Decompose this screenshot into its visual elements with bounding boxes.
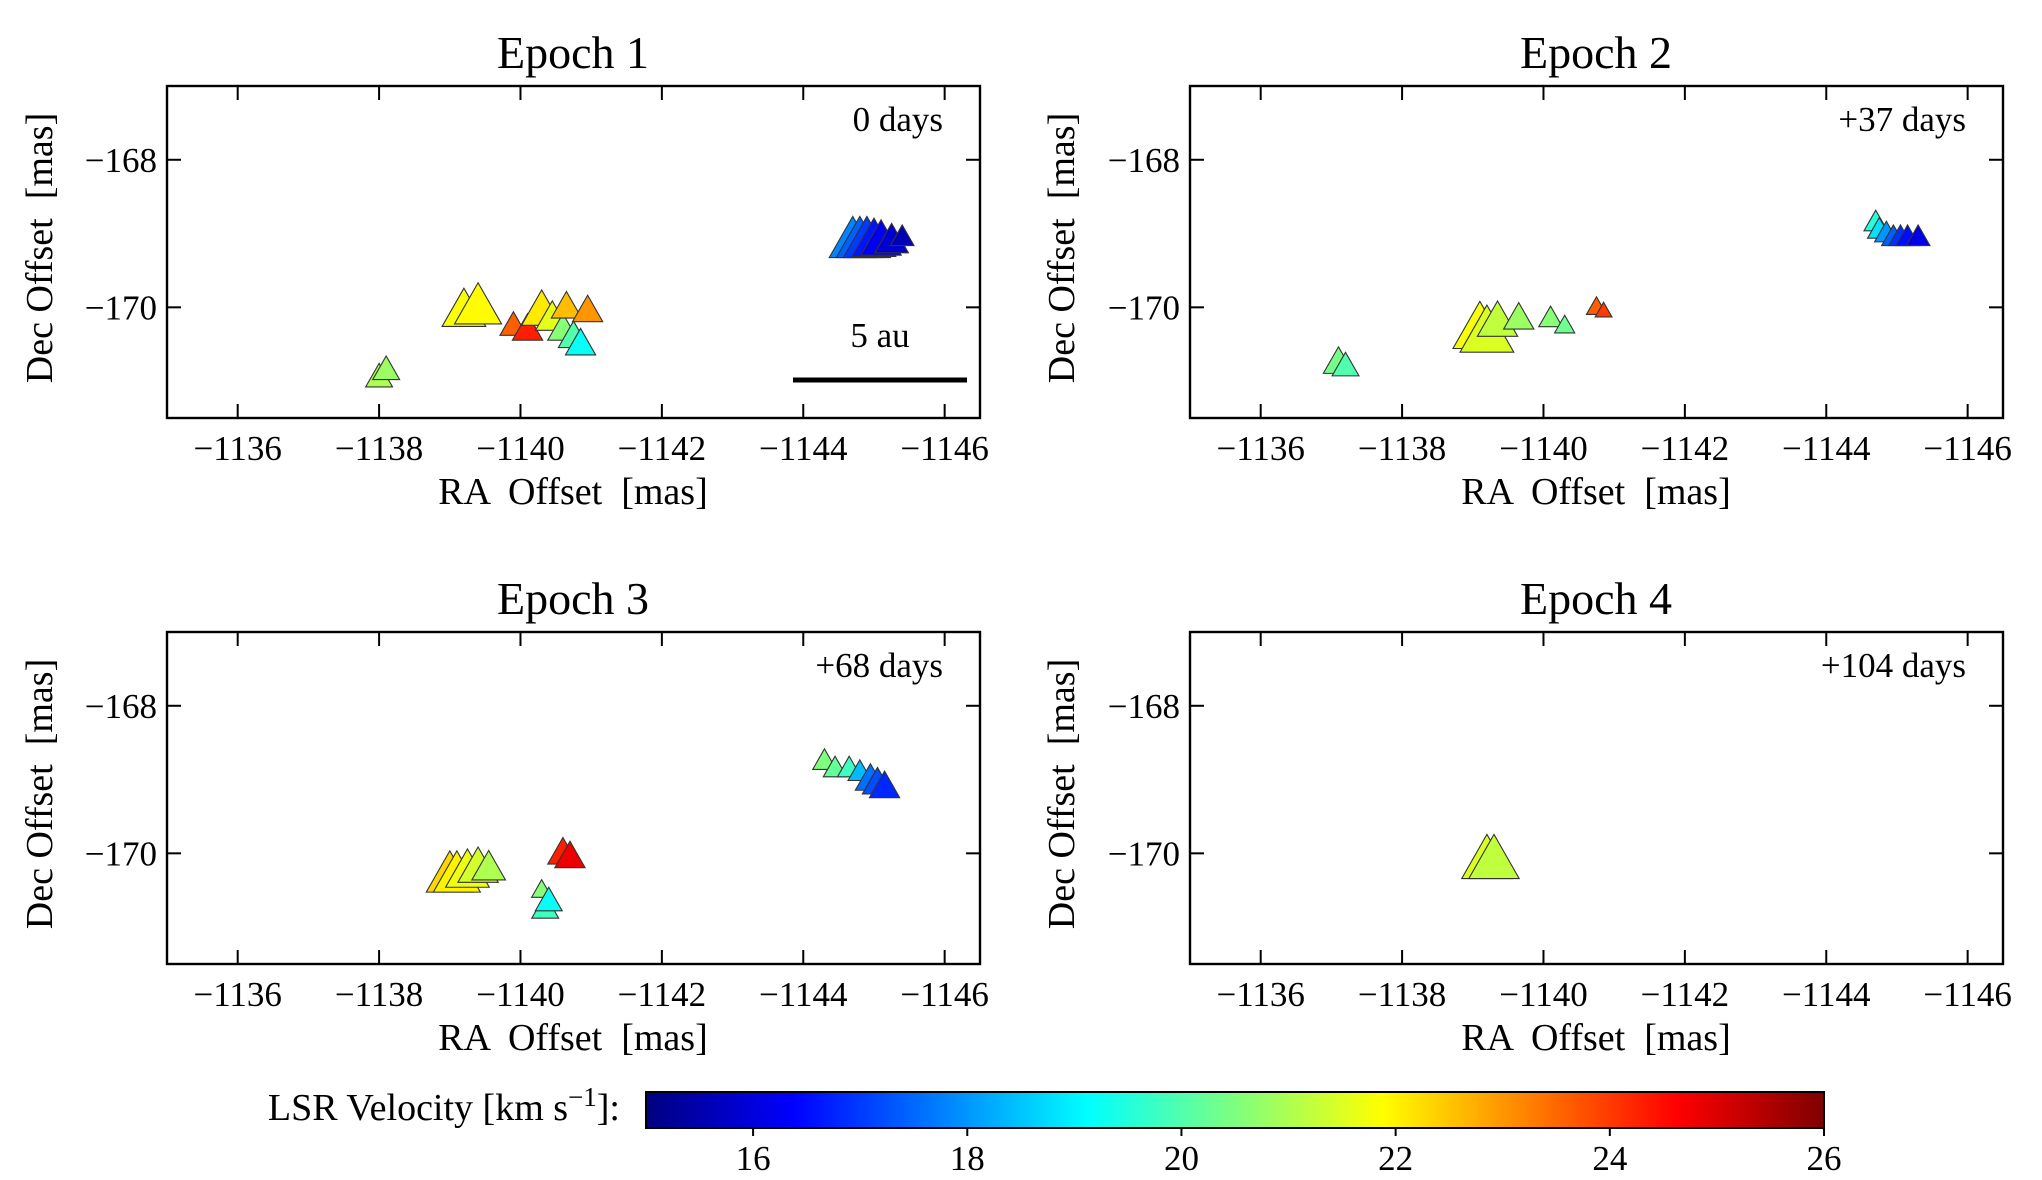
- x-tick-label: −1136: [1216, 429, 1304, 468]
- panel-epoch-1: Epoch 1 RA Offset [mas] Dec Offset [mas]…: [19, 27, 989, 513]
- days-annotation: +68 days: [815, 646, 943, 685]
- x-axis-label: RA Offset [mas]: [1461, 1017, 1731, 1059]
- panel-epoch-3: Epoch 3 RA Offset [mas] Dec Offset [mas]…: [19, 573, 989, 1059]
- x-tick-label: −1136: [1216, 975, 1304, 1014]
- x-tick-label: −1136: [193, 975, 281, 1014]
- maser-spot: [1467, 833, 1521, 880]
- colorbar-tick-label: 24: [1592, 1139, 1627, 1178]
- y-axis-label: Dec Offset [mas]: [1041, 659, 1083, 929]
- x-tick-label: −1142: [618, 975, 706, 1014]
- y-tick-label: −170: [1108, 288, 1180, 327]
- x-tick-label: −1144: [759, 975, 847, 1014]
- colorbar-tick-label: 18: [950, 1139, 985, 1178]
- maser-spot: [550, 290, 583, 319]
- maser-spot: [534, 886, 564, 912]
- days-annotation: +37 days: [1838, 100, 1966, 139]
- x-tick-label: −1138: [335, 429, 423, 468]
- maser-spot: [571, 294, 604, 323]
- x-tick-label: −1140: [476, 429, 564, 468]
- x-axis-label: RA Offset [mas]: [1461, 471, 1731, 513]
- panel-title: Epoch 4: [1520, 573, 1672, 624]
- x-tick-label: −1144: [1782, 975, 1870, 1014]
- x-tick-label: −1138: [1358, 429, 1446, 468]
- x-tick-label: −1146: [1923, 429, 2011, 468]
- x-tick-label: −1140: [1499, 429, 1587, 468]
- maser-spots: [364, 215, 915, 388]
- maser-spot: [1537, 304, 1564, 328]
- maser-spots: [425, 747, 901, 919]
- maser-spot: [1331, 351, 1360, 377]
- scalebar-label: 5 au: [850, 316, 909, 355]
- colorbar-ticks: 16 18 20 22 24 26: [736, 1128, 1842, 1178]
- colorbar-label: LSR Velocity [km s−1]:: [268, 1082, 620, 1129]
- x-tick-label: −1136: [193, 429, 281, 468]
- colorbar-tick-label: 22: [1378, 1139, 1413, 1178]
- plot-frame: [1188, 84, 2005, 420]
- y-tick-label: −168: [1108, 141, 1180, 180]
- colorbar-gradient: [645, 1091, 1825, 1129]
- maser-spot: [889, 223, 915, 247]
- x-tick-label: −1138: [1358, 975, 1446, 1014]
- x-tick-label: −1140: [476, 975, 564, 1014]
- maser-spot: [1594, 301, 1613, 318]
- axis-ticks: −1136 −1138 −1140 −1142 −1144 −1146 −168 −170: [1108, 632, 2012, 1014]
- maser-spot: [553, 840, 587, 869]
- x-tick-label: −1140: [1499, 975, 1587, 1014]
- maser-spots: [1322, 209, 1931, 377]
- x-tick-label: −1142: [1641, 975, 1729, 1014]
- maser-spot: [1502, 301, 1535, 330]
- y-tick-label: −170: [85, 288, 157, 327]
- maser-spot: [453, 281, 503, 325]
- colorbar-tick-label: 20: [1164, 1139, 1199, 1178]
- x-tick-label: −1146: [900, 429, 988, 468]
- panel-title: Epoch 3: [497, 573, 649, 624]
- y-axis-label: Dec Offset [mas]: [1041, 113, 1083, 383]
- x-axis-label: RA Offset [mas]: [438, 1017, 708, 1059]
- colorbar-label-sup: −1: [568, 1082, 597, 1112]
- colorbar-tick-label: 26: [1807, 1139, 1842, 1178]
- panel-epoch-4: Epoch 4 RA Offset [mas] Dec Offset [mas]…: [1041, 573, 2012, 1059]
- x-tick-label: −1142: [618, 429, 706, 468]
- maser-spot: [511, 312, 544, 341]
- y-axis-label: Dec Offset [mas]: [19, 659, 61, 929]
- x-tick-label: −1146: [900, 975, 988, 1014]
- axis-ticks: −1136 −1138 −1140 −1142 −1144 −1146 −168 −170: [85, 86, 989, 468]
- y-tick-label: −168: [1108, 687, 1180, 726]
- maser-spot: [371, 354, 401, 381]
- axis-ticks: −1136 −1138 −1140 −1142 −1144 −1146 −168 −170: [1108, 86, 2012, 468]
- x-axis-label: RA Offset [mas]: [438, 471, 708, 513]
- colorbar-label-main: LSR Velocity [km s: [268, 1087, 568, 1129]
- maser-spot: [470, 849, 507, 881]
- y-tick-label: −168: [85, 687, 157, 726]
- x-tick-label: −1144: [759, 429, 847, 468]
- x-tick-label: −1138: [335, 975, 423, 1014]
- plot-frame: [165, 84, 982, 420]
- maser-spot: [1553, 314, 1576, 334]
- panel-title: Epoch 1: [497, 27, 649, 78]
- days-annotation: 0 days: [853, 100, 943, 139]
- x-tick-label: −1146: [1923, 975, 2011, 1014]
- colorbar: LSR Velocity [km s−1]: 16 18 20 22 24 26: [268, 1082, 1842, 1178]
- x-tick-label: −1142: [1641, 429, 1729, 468]
- plot-frame: [1188, 630, 2005, 966]
- colorbar-label-end: ]:: [597, 1087, 620, 1129]
- maser-spot: [868, 770, 901, 799]
- y-tick-label: −168: [85, 141, 157, 180]
- y-axis-label: Dec Offset [mas]: [19, 113, 61, 383]
- plot-frame: [165, 630, 982, 966]
- axis-ticks: −1136 −1138 −1140 −1142 −1144 −1146 −168 −170: [85, 632, 989, 1014]
- maser-spot: [564, 327, 597, 356]
- maser-spot: [1905, 223, 1931, 247]
- days-annotation: +104 days: [1821, 646, 1966, 685]
- x-tick-label: −1144: [1782, 429, 1870, 468]
- y-tick-label: −170: [1108, 834, 1180, 873]
- y-tick-label: −170: [85, 834, 157, 873]
- colorbar-tick-label: 16: [736, 1139, 771, 1178]
- panel-title: Epoch 2: [1520, 27, 1672, 78]
- panel-epoch-2: Epoch 2 RA Offset [mas] Dec Offset [mas]…: [1041, 27, 2012, 513]
- maser-spots: [1460, 833, 1521, 880]
